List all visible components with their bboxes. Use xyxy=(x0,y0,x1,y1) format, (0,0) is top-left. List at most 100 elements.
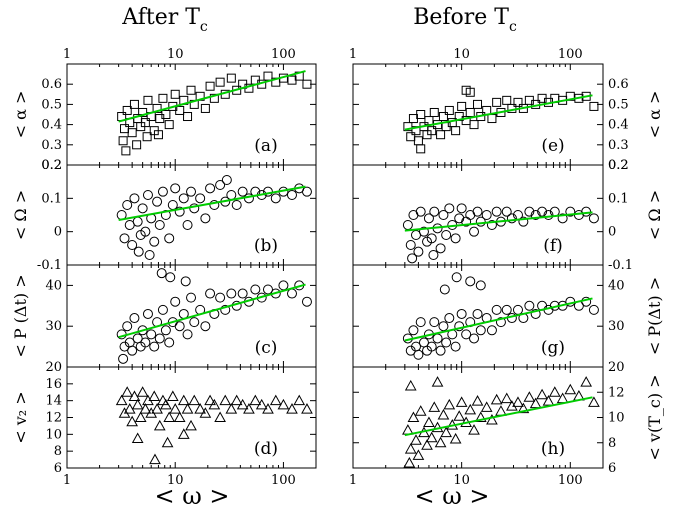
data-point xyxy=(183,112,193,122)
data-point xyxy=(410,434,422,445)
data-point xyxy=(225,403,238,414)
data-point xyxy=(120,124,130,134)
data-point xyxy=(127,128,137,138)
data-point xyxy=(451,126,461,136)
data-point xyxy=(177,428,190,439)
fit-line xyxy=(404,211,593,232)
x-tick-label: 10 xyxy=(167,47,184,62)
y-axis-label: < v₂ > xyxy=(11,391,30,443)
data-point xyxy=(454,213,465,224)
x-tick-label: 1 xyxy=(63,473,71,488)
y-tick-label: 0 xyxy=(608,225,616,240)
y-tick-label: 6 xyxy=(54,461,62,476)
data-point xyxy=(421,439,433,450)
data-point xyxy=(189,317,200,328)
y-axis-label: < Ω > xyxy=(11,190,30,240)
data-point xyxy=(149,236,160,247)
panels-layer: 0.20.30.40.50.61 10 100< α >(a)-0.100.10.2… xyxy=(11,47,664,488)
data-point xyxy=(435,243,446,254)
data-point xyxy=(469,120,479,130)
data-point xyxy=(543,210,554,220)
data-point xyxy=(121,386,134,397)
data-point xyxy=(517,402,530,414)
y-axis-label: < P (Δt) > xyxy=(11,274,30,357)
data-point xyxy=(465,87,475,97)
y-tick-label: 16 xyxy=(45,377,62,392)
x-tick-label: 10 xyxy=(167,473,184,488)
data-point xyxy=(286,190,297,200)
y-axis-label: < Ω > xyxy=(645,190,664,240)
data-point xyxy=(128,390,141,401)
data-point xyxy=(175,105,185,115)
y-tick-label: 0.3 xyxy=(41,138,62,153)
data-point xyxy=(178,193,189,204)
y-tick-label: 40 xyxy=(608,278,625,293)
data-point xyxy=(414,405,427,416)
y-tick-label: -0.1 xyxy=(608,258,633,273)
data-point xyxy=(269,394,282,406)
data-point xyxy=(472,308,483,319)
panel-g: 20 30 40 < P(Δt) > (g) xyxy=(352,264,664,375)
data-point xyxy=(221,175,232,185)
data-point xyxy=(122,200,133,210)
title-before: Before Tc xyxy=(413,5,517,35)
data-point xyxy=(524,206,535,217)
y-tick-label: 0.6 xyxy=(41,77,62,92)
data-point xyxy=(404,443,417,454)
data-point xyxy=(236,398,249,410)
data-point xyxy=(173,411,186,422)
y-tick-label: 0 xyxy=(54,225,62,240)
data-point xyxy=(132,140,142,150)
data-point xyxy=(443,398,456,410)
data-point xyxy=(142,308,153,319)
data-point xyxy=(301,403,313,414)
data-point xyxy=(180,276,191,287)
y-tick-label: 20 xyxy=(45,360,62,375)
data-point xyxy=(415,317,426,328)
data-point xyxy=(512,304,523,315)
data-point xyxy=(450,233,461,244)
data-point xyxy=(293,394,306,406)
data-point xyxy=(209,93,219,103)
data-point xyxy=(156,268,167,279)
data-point xyxy=(118,136,128,146)
data-point xyxy=(506,400,518,411)
x-tick-label: 100 xyxy=(558,473,583,488)
data-point xyxy=(215,292,226,303)
data-point xyxy=(415,206,426,217)
data-point xyxy=(423,213,434,224)
data-point xyxy=(565,206,576,217)
panel-frame xyxy=(66,366,317,469)
data-point xyxy=(166,390,179,401)
data-point xyxy=(149,453,161,465)
fit-line xyxy=(118,70,306,123)
data-point xyxy=(475,216,486,227)
data-point xyxy=(432,333,443,344)
title-after: After Tc xyxy=(121,5,208,35)
fit-line xyxy=(404,297,593,342)
x-tick-label: 100 xyxy=(271,47,296,62)
data-point xyxy=(434,436,447,448)
data-point xyxy=(418,226,429,237)
data-point xyxy=(152,196,163,207)
data-point xyxy=(475,325,486,336)
data-point xyxy=(215,180,226,190)
title-after-main: After T xyxy=(121,5,200,30)
data-point xyxy=(495,405,507,416)
data-point xyxy=(438,321,449,332)
data-point xyxy=(182,220,193,230)
data-point xyxy=(230,394,243,406)
data-point xyxy=(431,376,444,387)
y-tick-label: 0.2 xyxy=(608,158,629,173)
data-point xyxy=(151,403,163,414)
data-point xyxy=(424,116,434,126)
data-point xyxy=(464,403,477,415)
y-tick-label: 0.5 xyxy=(608,97,629,112)
data-point xyxy=(157,186,168,197)
data-point xyxy=(457,101,467,111)
y-tick-label: 12 xyxy=(608,385,625,400)
data-point xyxy=(536,388,548,400)
x-tick-label: 10 xyxy=(453,473,470,488)
data-point xyxy=(131,398,144,410)
